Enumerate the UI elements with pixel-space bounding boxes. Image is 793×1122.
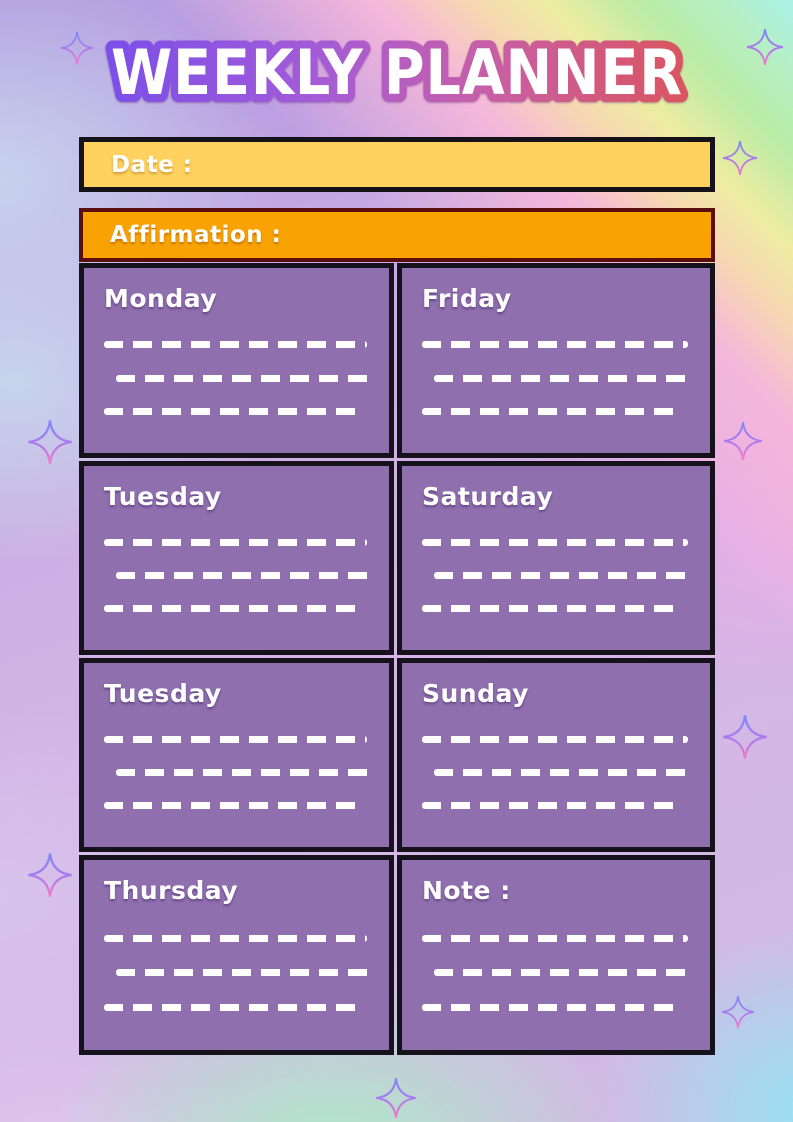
writing-line [116, 769, 373, 776]
note-label: Note : [422, 876, 511, 905]
writing-line [422, 934, 688, 942]
writing-lines [84, 313, 389, 453]
page-title: WEEKLY PLANNER [103, 28, 690, 117]
day-cell-sunday[interactable]: Sunday [397, 658, 715, 852]
date-field[interactable]: Date : [79, 137, 715, 192]
sparkle-icon [27, 419, 73, 465]
writing-line [422, 802, 680, 809]
writing-lines [402, 511, 710, 650]
page-header: WEEKLY PLANNER [0, 24, 793, 124]
writing-lines [402, 905, 710, 1050]
day-label: Tuesday [104, 679, 222, 708]
writing-lines [84, 708, 389, 847]
writing-line [434, 769, 694, 776]
day-cell-saturday[interactable]: Saturday [397, 461, 715, 655]
day-label: Saturday [422, 482, 554, 511]
writing-line [422, 1003, 680, 1011]
day-cell-monday[interactable]: Monday [79, 263, 394, 458]
writing-line [104, 341, 367, 349]
sparkle-icon [721, 995, 755, 1029]
date-label: Date : [111, 151, 193, 178]
affirmation-label: Affirmation : [110, 222, 282, 248]
day-label: Sunday [422, 679, 529, 708]
writing-line [116, 572, 373, 579]
day-label: Tuesday [104, 482, 222, 511]
writing-line [422, 605, 680, 612]
writing-lines [84, 511, 389, 650]
day-cell-friday[interactable]: Friday [397, 263, 715, 458]
sparkle-icon [722, 140, 758, 176]
writing-line [422, 407, 680, 415]
sparkle-icon [27, 852, 73, 898]
writing-line [422, 736, 688, 743]
writing-line [116, 374, 373, 382]
day-cell-tuesday-1[interactable]: Tuesday [79, 461, 394, 655]
week-grid: Monday Friday Tuesday Satu [79, 263, 715, 1055]
svg-text:WEEKLY PLANNER: WEEKLY PLANNER [111, 36, 683, 109]
sparkle-icon [375, 1077, 417, 1119]
day-cell-tuesday-2[interactable]: Tuesday [79, 658, 394, 852]
writing-line [104, 605, 359, 612]
writing-line [104, 1003, 359, 1011]
writing-line [104, 539, 367, 546]
writing-line [104, 736, 367, 743]
writing-line [116, 969, 373, 976]
writing-line [104, 934, 367, 942]
writing-lines [84, 905, 389, 1050]
writing-line [104, 802, 359, 809]
day-label: Friday [422, 284, 512, 313]
writing-lines [402, 313, 710, 453]
day-label: Monday [104, 284, 218, 313]
day-cell-thursday[interactable]: Thursday [79, 855, 394, 1055]
sparkle-icon [723, 421, 763, 461]
note-cell[interactable]: Note : [397, 855, 715, 1055]
writing-line [422, 539, 688, 546]
writing-lines [402, 708, 710, 847]
writing-line [434, 969, 694, 976]
writing-line [434, 374, 694, 382]
writing-line [422, 341, 688, 349]
day-label: Thursday [104, 876, 239, 905]
sparkle-icon [722, 714, 768, 760]
affirmation-field[interactable]: Affirmation : [79, 208, 715, 262]
writing-line [434, 572, 694, 579]
writing-line [104, 407, 359, 415]
